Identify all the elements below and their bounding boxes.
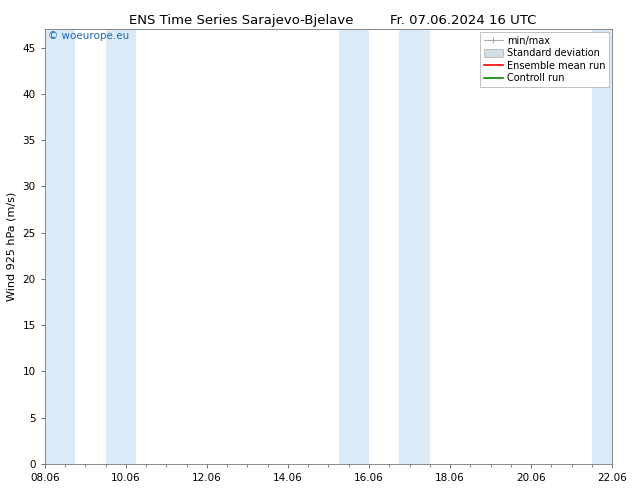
- Bar: [45, 29, 75, 464]
- Legend: min/max, Standard deviation, Ensemble mean run, Controll run: min/max, Standard deviation, Ensemble me…: [480, 32, 609, 87]
- Y-axis label: Wind 925 hPa (m/s): Wind 925 hPa (m/s): [7, 192, 17, 301]
- Text: © woeurope.eu: © woeurope.eu: [48, 31, 129, 41]
- Bar: [592, 29, 612, 464]
- Bar: [399, 29, 430, 464]
- Text: ENS Time Series Sarajevo-Bjelave: ENS Time Series Sarajevo-Bjelave: [129, 14, 353, 27]
- Bar: [106, 29, 136, 464]
- Text: Fr. 07.06.2024 16 UTC: Fr. 07.06.2024 16 UTC: [390, 14, 536, 27]
- Bar: [339, 29, 369, 464]
